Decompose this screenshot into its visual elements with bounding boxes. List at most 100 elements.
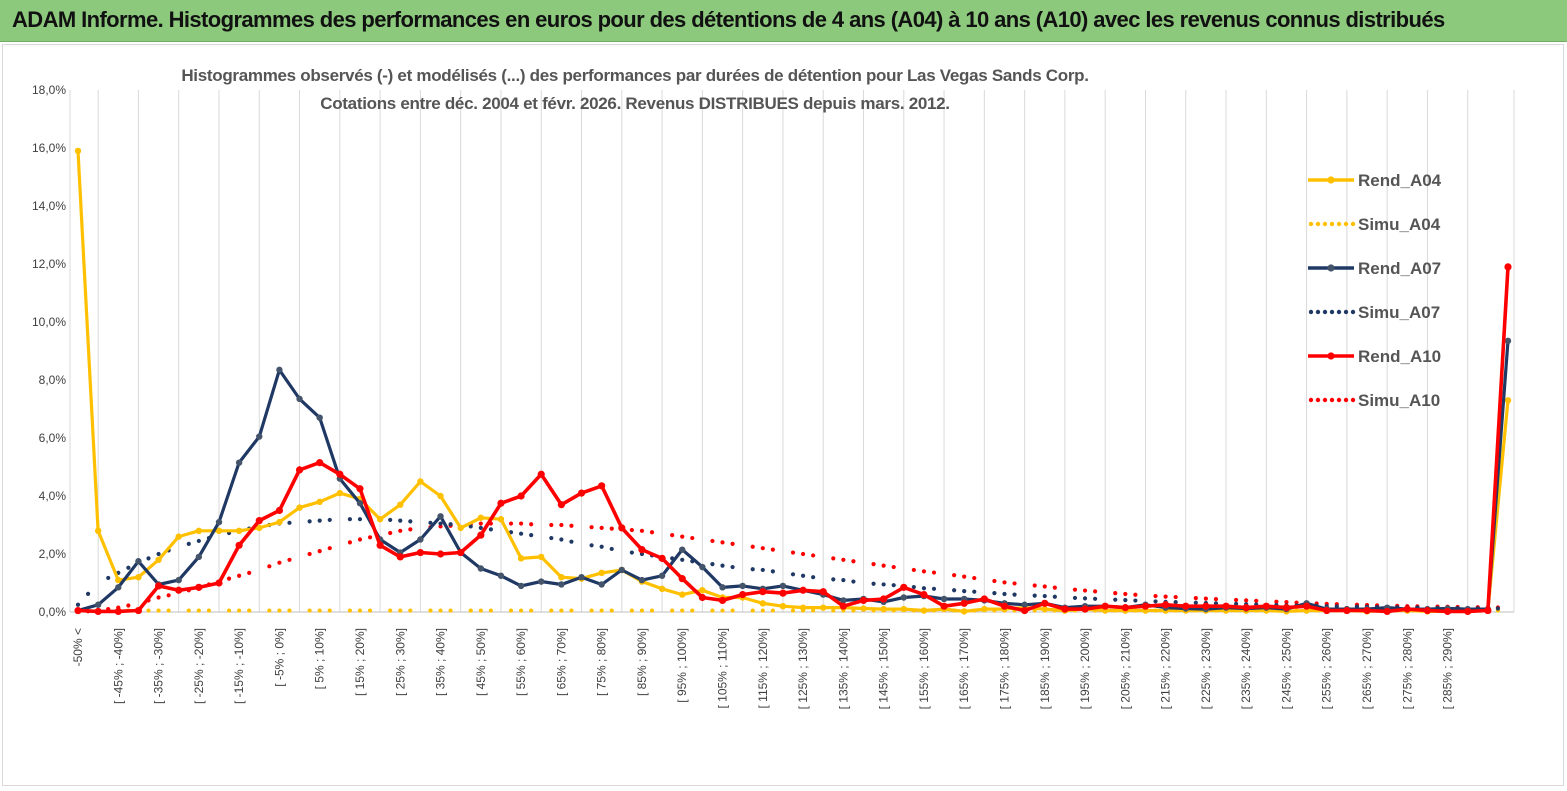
series-point [1002, 591, 1007, 597]
series-point [831, 608, 836, 613]
x-tick-label: [ 95% ; 100%] [675, 628, 689, 703]
x-tick-label: [ 5% ; 10%] [313, 628, 327, 689]
series-point [316, 414, 323, 421]
series-point [699, 563, 706, 571]
series-point [940, 602, 948, 610]
series-point [478, 608, 483, 613]
series-point [146, 608, 151, 613]
series-point [618, 566, 626, 574]
series-point [739, 582, 746, 590]
series-point [549, 608, 554, 613]
series-point [497, 499, 505, 507]
series-point [599, 525, 604, 531]
series-point [478, 525, 483, 531]
series-point [1182, 602, 1190, 610]
series-point [1133, 598, 1138, 603]
series-point [880, 605, 887, 613]
legend-swatch [1350, 221, 1356, 227]
series-point [388, 517, 393, 523]
x-tick-label: [ 175% ; 180%] [997, 628, 1011, 709]
series-point [75, 602, 81, 607]
x-tick-label: [ -25% ; -20%] [192, 628, 206, 704]
y-tick-label: 14,0% [32, 199, 66, 213]
series-point [820, 604, 827, 611]
x-tick-label: [ -35% ; -30%] [152, 628, 166, 704]
series-point [1193, 595, 1198, 601]
series-point [327, 608, 332, 613]
series-point [559, 522, 564, 528]
series-point [750, 544, 755, 549]
series-point [921, 586, 927, 591]
series-point [357, 517, 363, 522]
series-point [609, 608, 614, 613]
series-point [215, 579, 223, 587]
series-point [730, 564, 735, 570]
series-point [658, 572, 666, 579]
series-point [408, 519, 413, 524]
x-tick-label: -50% < [71, 628, 85, 666]
y-tick-label: 8,0% [39, 373, 67, 387]
series-point [186, 541, 191, 546]
series-point [126, 603, 131, 608]
series-point [235, 459, 243, 466]
series-point [388, 530, 393, 536]
x-tick-label: [ 215% ; 220%] [1159, 628, 1173, 709]
series-point [1233, 597, 1239, 603]
series-point [1222, 602, 1230, 610]
series-point [508, 521, 514, 526]
series-point [811, 575, 816, 580]
series-point [296, 504, 303, 511]
series-point [1012, 592, 1017, 597]
series-point [962, 589, 967, 594]
x-tick-label: [ 285% ; 290%] [1441, 628, 1455, 709]
y-tick-label: 4,0% [39, 489, 67, 503]
series-point [1021, 606, 1029, 615]
series-point [416, 548, 424, 557]
x-tick-label: [ 25% ; 30%] [393, 628, 407, 696]
series-point [327, 517, 332, 523]
series-point [1113, 597, 1118, 602]
series-point [307, 551, 312, 557]
x-tick-label: [ 45% ; 50%] [474, 628, 488, 696]
series-point [277, 608, 282, 613]
series-rend-a04 [74, 147, 1512, 615]
series-point [1153, 599, 1158, 604]
series-point [94, 601, 102, 608]
series-point [549, 522, 554, 528]
series-point [436, 550, 445, 558]
series-point [347, 540, 353, 545]
series-point [398, 518, 403, 523]
legend-swatch [1329, 397, 1335, 403]
series-point [790, 608, 796, 613]
series-point [276, 518, 283, 526]
series-point [881, 563, 886, 568]
series-point [428, 608, 433, 613]
series-point [1113, 591, 1118, 596]
series-point [1163, 594, 1168, 599]
series-point [799, 604, 807, 611]
series-point [819, 588, 827, 596]
series-point [155, 556, 162, 563]
series-point [1162, 601, 1170, 609]
legend: Rend_A04 Simu_A04 Rend_A07 Simu_A07 Rend_A10… [1308, 171, 1442, 410]
series-simu-a10 [75, 521, 1501, 615]
series-point [760, 608, 765, 613]
legend-swatch [1322, 397, 1328, 403]
series-point [1000, 602, 1009, 610]
series-point [175, 533, 182, 540]
series-layer [74, 147, 1512, 616]
series-point [276, 366, 283, 374]
series-point [859, 596, 868, 605]
series-point [94, 607, 102, 616]
series-point [629, 527, 634, 533]
series-point [317, 608, 322, 613]
series-point [578, 574, 585, 581]
series-point [196, 608, 201, 613]
series-point [408, 527, 413, 532]
legend-label: Rend_A10 [1358, 347, 1441, 366]
series-point [920, 607, 928, 614]
series-point [871, 581, 876, 586]
x-tick-label: [ 75% ; 80%] [595, 628, 609, 696]
legend-swatch [1343, 221, 1349, 227]
